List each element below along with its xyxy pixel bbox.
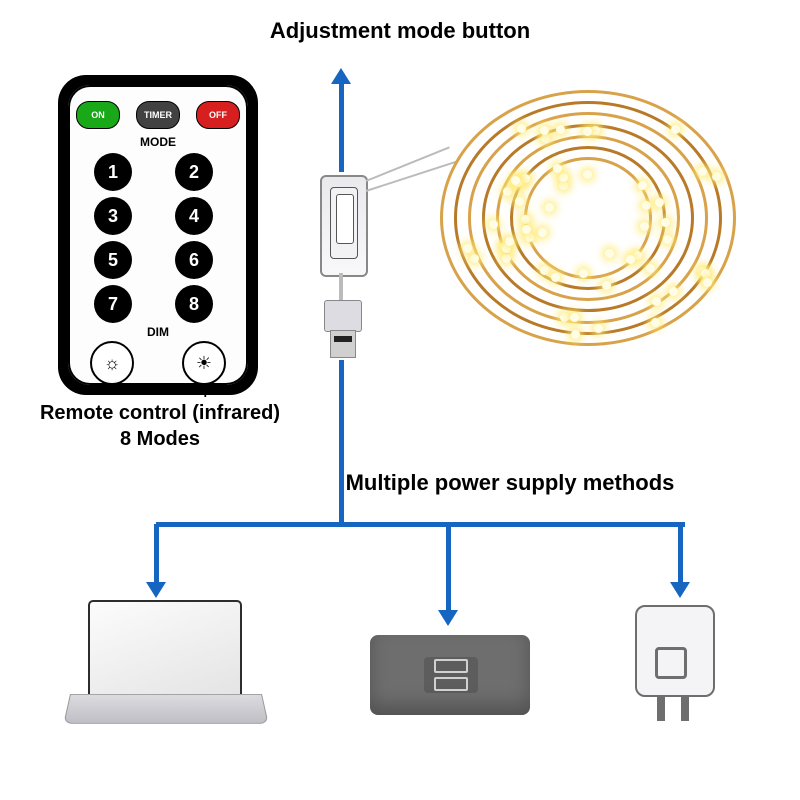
remote-timer-button[interactable]: TIMER (136, 101, 180, 129)
wall-adapter-icon (635, 605, 725, 735)
remote-mode-4-button[interactable]: 4 (175, 197, 213, 235)
remote-mode-8-button[interactable]: 8 (175, 285, 213, 323)
light-coil (440, 90, 730, 340)
remote-number-grid: 1 2 3 4 5 6 7 8 (94, 153, 222, 323)
plus-symbol: + (201, 385, 210, 403)
label-remote-line2: 8 Modes (30, 428, 290, 451)
remote-dim-plus-button[interactable]: ☀ (182, 341, 226, 385)
remote-on-button[interactable]: ON (76, 101, 120, 129)
remote-mode-2-button[interactable]: 2 (175, 153, 213, 191)
remote-off-button[interactable]: OFF (196, 101, 240, 129)
remote-dim-label: DIM (68, 325, 248, 339)
label-remote-line1: Remote control (infrared) (30, 402, 290, 425)
remote-mode-label: MODE (68, 135, 248, 149)
laptop-icon (70, 600, 260, 730)
label-power-methods: Multiple power supply methods (300, 470, 720, 496)
remote-mode-7-button[interactable]: 7 (94, 285, 132, 323)
remote-mode-5-button[interactable]: 5 (94, 241, 132, 279)
remote-top-row: ON TIMER OFF (68, 101, 248, 129)
remote-mode-6-button[interactable]: 6 (175, 241, 213, 279)
remote-dim-row: ☼ ☀ (90, 341, 226, 385)
minus-symbol: − (106, 385, 115, 403)
powerbank-icon (370, 635, 530, 715)
remote-dim-minus-button[interactable]: ☼ (90, 341, 134, 385)
label-adjustment-mode: Adjustment mode button (220, 18, 580, 44)
remote-control: ON TIMER OFF MODE 12345678 DIM ☼ ☀ − + (58, 75, 258, 395)
remote-mode-1-button[interactable]: 1 (94, 153, 132, 191)
remote-mode-3-button[interactable]: 3 (94, 197, 132, 235)
usb-controller (320, 175, 368, 277)
usb-wire (339, 273, 343, 301)
usb-plug (316, 300, 368, 360)
